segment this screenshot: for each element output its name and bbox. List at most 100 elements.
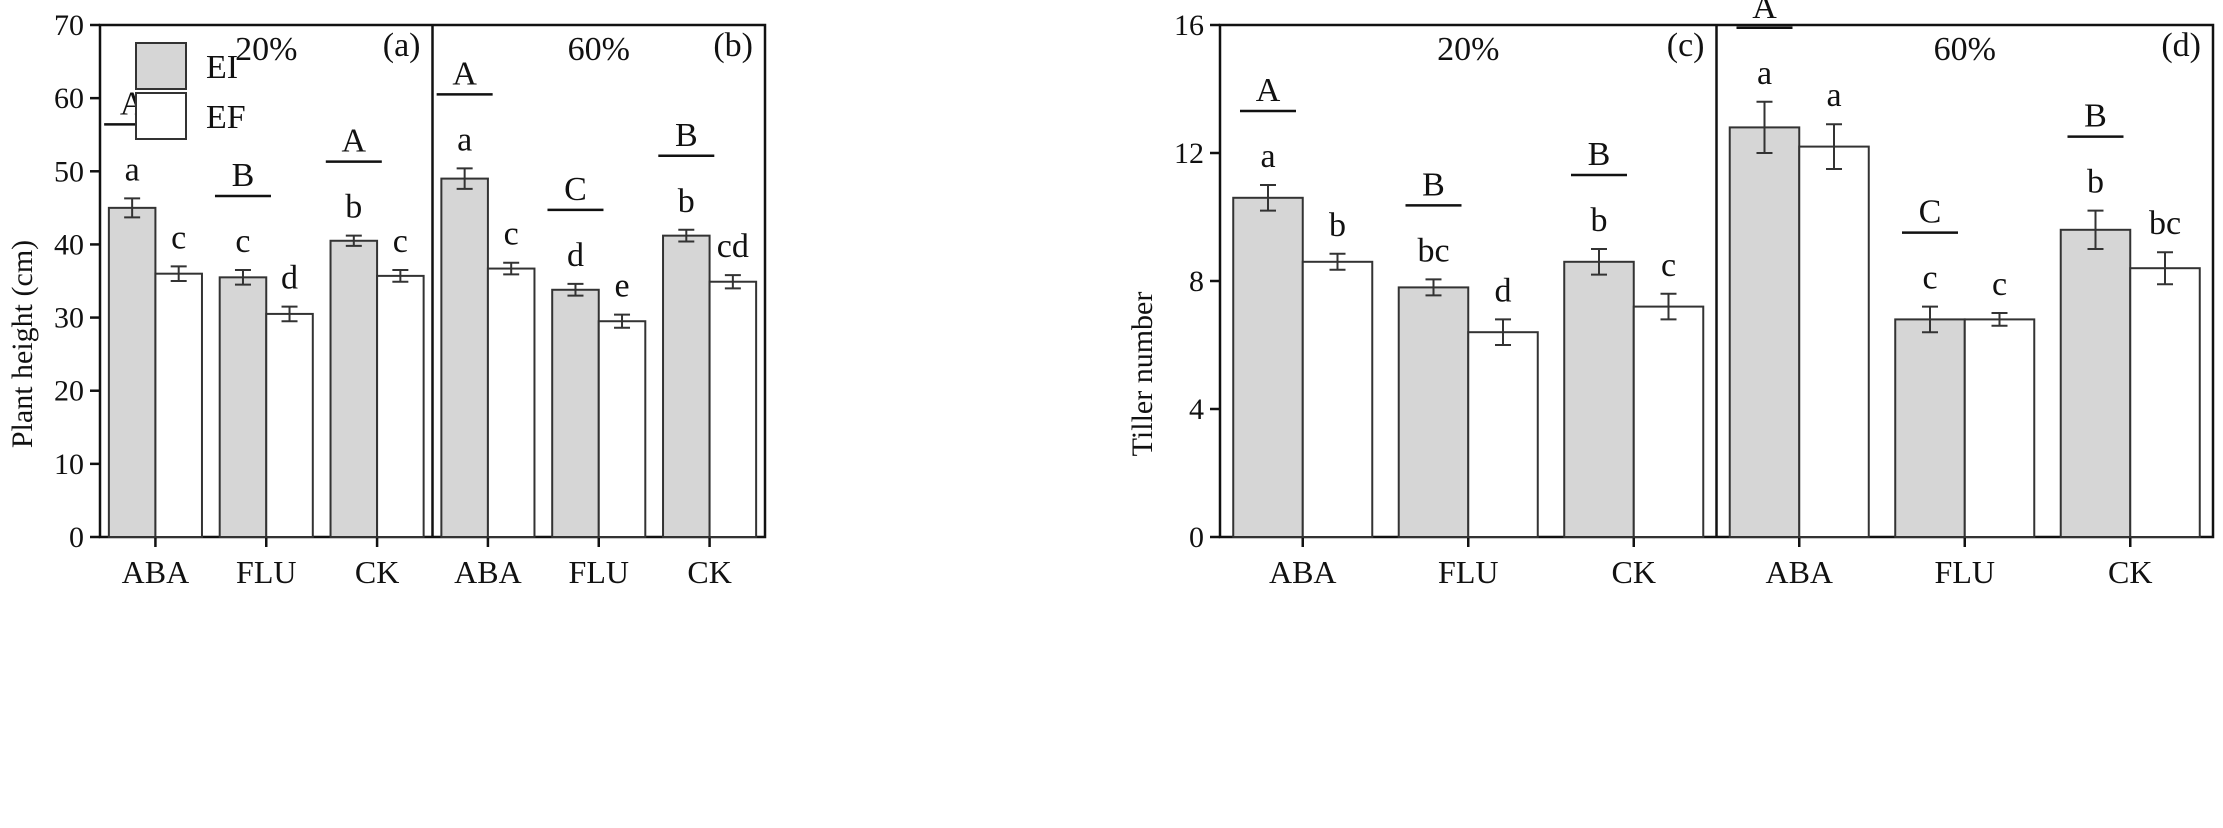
bar-group-aba: ABA a c A: [436, 55, 536, 590]
group-letter: A: [452, 55, 477, 92]
bar-ei: [1894, 318, 1966, 538]
significance-letter: d: [281, 260, 298, 297]
legend-swatch-ef: [135, 92, 187, 140]
x-category-label: ABA: [1269, 554, 1337, 590]
bar-group-ck: CK b bc B: [2059, 98, 2201, 590]
y-tick-label: 10: [54, 448, 84, 481]
y-tick-label: 12: [1174, 137, 1204, 170]
bar-ef: [376, 274, 425, 538]
significance-letter: a: [1826, 77, 1841, 114]
significance-letter: b: [678, 183, 695, 220]
significance-letter: bc: [2149, 205, 2181, 242]
bar-ef: [154, 272, 203, 538]
significance-letter: c: [504, 216, 519, 253]
bar-ei: [107, 206, 157, 538]
bar-ef: [597, 320, 647, 538]
bar-group-ck: CK b c B: [1563, 136, 1705, 590]
bar-ef: [486, 267, 536, 538]
y-tick-label: 30: [54, 302, 84, 335]
legend-label-ei: EI: [206, 49, 238, 86]
bar-ei: [218, 276, 268, 538]
bar-group-ck: CK bcd B: [658, 117, 758, 590]
significance-letter: c: [1922, 260, 1937, 297]
x-category-label: FLU: [236, 554, 296, 590]
group-letter: A: [342, 123, 367, 160]
panel-id-label: (c): [1667, 27, 1705, 64]
bar-ei: [662, 234, 711, 538]
significance-letter: c: [1992, 266, 2007, 303]
panel-treatment-label: 60%: [1934, 31, 1996, 68]
x-category-label: CK: [2108, 554, 2152, 590]
significance-letter: c: [171, 219, 186, 256]
group-letter: B: [2084, 98, 2107, 135]
significance-letter: a: [125, 151, 140, 188]
significance-letter: d: [1495, 272, 1512, 309]
panel-treatment-label: 60%: [568, 31, 630, 68]
group-letter: A: [1752, 0, 1777, 26]
panel-id-label: (a): [383, 27, 421, 64]
bar-ef: [1798, 145, 1870, 538]
significance-letter: bc: [1417, 232, 1449, 269]
x-category-label: ABA: [454, 554, 522, 590]
group-letter: C: [1919, 194, 1942, 231]
panel-treatment-label: 20%: [1437, 31, 1499, 68]
bar-ei: [1563, 260, 1635, 538]
group-letter: B: [675, 117, 698, 154]
bar-ef: [708, 280, 758, 538]
bar-ef: [1963, 318, 2036, 538]
bar-ei: [551, 288, 600, 538]
panel-id-label: (b): [713, 27, 753, 64]
x-category-label: FLU: [1438, 554, 1498, 590]
bar-group-aba: ABA a a A: [1728, 0, 1870, 590]
significance-letter: c: [1661, 247, 1676, 284]
bar-group-flu: FLU de C: [547, 171, 647, 590]
x-category-label: ABA: [122, 554, 190, 590]
y-tick-label: 50: [54, 155, 84, 188]
plant-height-chart: Plant height (cm) 0 10 20 30 40 50 60 70 20% (a) A…: [6, 9, 767, 590]
significance-letter: c: [235, 223, 250, 260]
legend-swatch-ei: [135, 42, 187, 90]
x-category-label: CK: [355, 554, 399, 590]
group-letter: B: [1588, 136, 1611, 173]
bar-ei: [2059, 228, 2132, 539]
group-letter: B: [1422, 166, 1445, 203]
bar-ef: [265, 312, 314, 538]
bar-ef: [1301, 260, 1374, 538]
bar-group-ck: CK bc A: [325, 123, 425, 590]
y-tick-label: 60: [54, 82, 84, 115]
y-tick-label: 8: [1189, 265, 1204, 298]
group-letter: A: [1256, 72, 1281, 109]
significance-letter: cd: [717, 228, 749, 265]
tiller-number-axis-title: Tiller number: [1126, 292, 1159, 457]
y-tick-label: 40: [54, 228, 84, 261]
bar-ei: [1397, 286, 1470, 538]
y-tick-label: 0: [1189, 521, 1204, 554]
panel-treatment-label: 20%: [235, 31, 297, 68]
significance-letter: d: [567, 237, 584, 274]
group-letter: B: [232, 157, 255, 194]
bar-ef: [1632, 305, 1705, 538]
significance-letter: b: [345, 189, 362, 226]
bar-ef: [1467, 331, 1539, 539]
y-tick-label: 20: [54, 375, 84, 408]
significance-letter: a: [1260, 138, 1275, 175]
y-tick-label: 16: [1174, 9, 1204, 42]
bar-group-flu: FLU cd B: [214, 157, 314, 590]
y-tick-label: 4: [1189, 393, 1204, 426]
x-category-label: CK: [687, 554, 731, 590]
bar-ei: [329, 239, 379, 538]
significance-letter: b: [2087, 164, 2104, 201]
y-tick-label: 70: [54, 9, 84, 42]
bar-group-flu: FLU bc d B: [1397, 166, 1539, 590]
x-category-label: FLU: [1935, 554, 1995, 590]
legend: EI EF: [135, 42, 246, 140]
significance-letter: a: [1757, 55, 1772, 92]
significance-letter: c: [393, 223, 408, 260]
y-tick-label: 0: [69, 521, 84, 554]
significance-letter: b: [1590, 202, 1607, 239]
bar-group-aba: ABA a b A: [1232, 72, 1374, 590]
significance-letter: a: [457, 121, 472, 158]
